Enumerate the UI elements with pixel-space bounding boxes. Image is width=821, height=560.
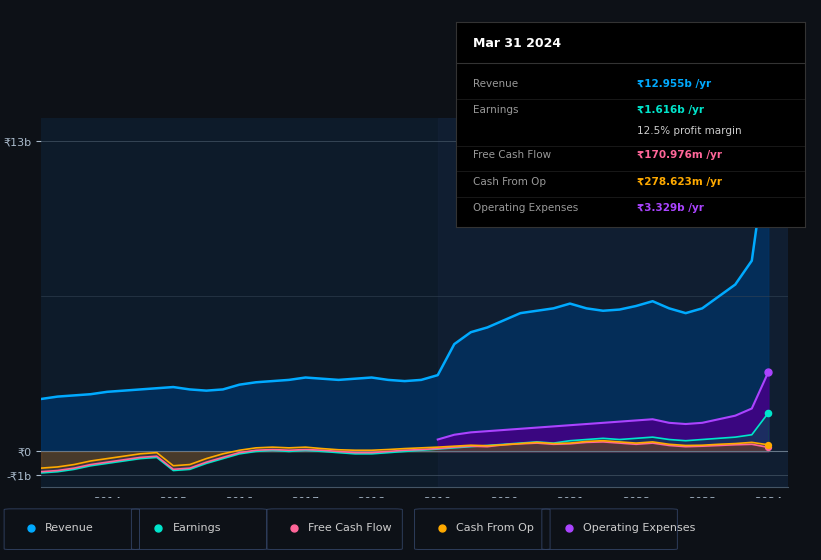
Point — [762, 440, 775, 449]
Text: Operating Expenses: Operating Expenses — [583, 523, 695, 533]
Point — [762, 367, 775, 376]
Point — [762, 138, 775, 147]
Text: Earnings: Earnings — [473, 105, 519, 115]
Text: 12.5% profit margin: 12.5% profit margin — [637, 126, 741, 136]
Text: ₹12.955b /yr: ₹12.955b /yr — [637, 79, 711, 88]
Text: Free Cash Flow: Free Cash Flow — [473, 150, 551, 160]
Text: Revenue: Revenue — [45, 523, 94, 533]
Text: Free Cash Flow: Free Cash Flow — [308, 523, 392, 533]
Text: Revenue: Revenue — [473, 79, 518, 88]
Text: Cash From Op: Cash From Op — [456, 523, 534, 533]
Text: Mar 31 2024: Mar 31 2024 — [473, 37, 562, 50]
Text: ₹278.623m /yr: ₹278.623m /yr — [637, 177, 722, 187]
Text: Cash From Op: Cash From Op — [473, 177, 546, 187]
Text: ₹170.976m /yr: ₹170.976m /yr — [637, 150, 722, 160]
Text: Earnings: Earnings — [172, 523, 221, 533]
Bar — [438, 118, 788, 487]
Text: ₹3.329b /yr: ₹3.329b /yr — [637, 203, 704, 213]
Point — [762, 443, 775, 452]
Text: ₹1.616b /yr: ₹1.616b /yr — [637, 105, 704, 115]
Point — [762, 408, 775, 417]
Text: Operating Expenses: Operating Expenses — [473, 203, 578, 213]
